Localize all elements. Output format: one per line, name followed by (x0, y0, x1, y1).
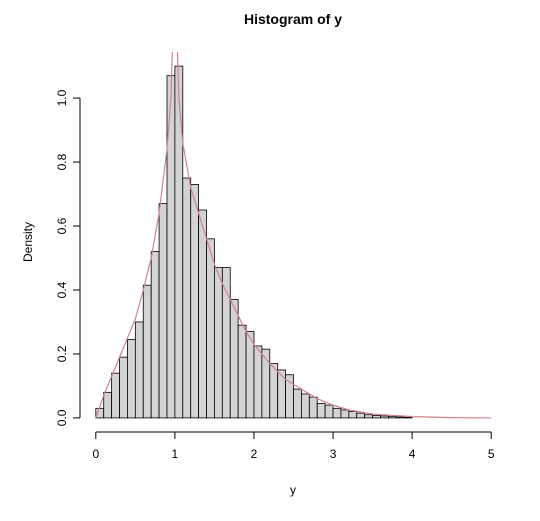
bar (127, 339, 136, 419)
x-tick-label: 4 (409, 447, 416, 461)
x-tick-label: 3 (330, 447, 337, 461)
bar (190, 184, 200, 419)
bar (103, 391, 113, 419)
curve-group (95, 52, 492, 419)
bar (332, 407, 342, 419)
x-tick-label: 0 (92, 447, 99, 461)
x-axis-label: y (290, 483, 296, 497)
bar (285, 374, 294, 419)
bar (198, 209, 207, 419)
bar (395, 416, 405, 419)
bar (119, 356, 128, 419)
y-tick-label: 0.8 (55, 153, 69, 170)
density-curve (95, 52, 492, 419)
bar (150, 251, 160, 419)
bar (380, 415, 389, 419)
bar (245, 331, 255, 419)
x-tick-label: 2 (251, 447, 258, 461)
bar (221, 267, 231, 419)
bar (293, 388, 302, 419)
y-tick-label: 0.4 (55, 281, 69, 298)
y-tick-label: 0.6 (55, 217, 69, 234)
bar (387, 416, 397, 419)
bar (301, 393, 310, 419)
bar (229, 299, 239, 419)
bar (324, 404, 334, 419)
bar (253, 345, 263, 419)
bar (158, 203, 168, 419)
bar (134, 321, 144, 419)
bar (237, 324, 247, 419)
chart-title: Histogram of y (244, 11, 342, 27)
bar (316, 403, 326, 419)
bar (182, 177, 192, 419)
bar (340, 409, 350, 419)
bar (356, 412, 366, 419)
bar (174, 65, 184, 419)
bar (214, 267, 223, 419)
bar (111, 372, 120, 419)
y-tick-label: 0.2 (55, 345, 69, 362)
bar (277, 369, 286, 419)
bar (364, 414, 373, 419)
bar (308, 396, 318, 419)
y-axis-label: Density (21, 222, 35, 262)
x-tick-label: 5 (488, 447, 495, 461)
bar (142, 284, 152, 419)
y-tick-label: 0.0 (55, 409, 69, 426)
bar (403, 416, 413, 419)
bar (206, 238, 215, 419)
x-tick-label: 1 (172, 447, 179, 461)
bar (372, 414, 381, 419)
bar (348, 411, 358, 419)
bar (269, 363, 279, 419)
y-tick-label: 1.0 (55, 89, 69, 106)
